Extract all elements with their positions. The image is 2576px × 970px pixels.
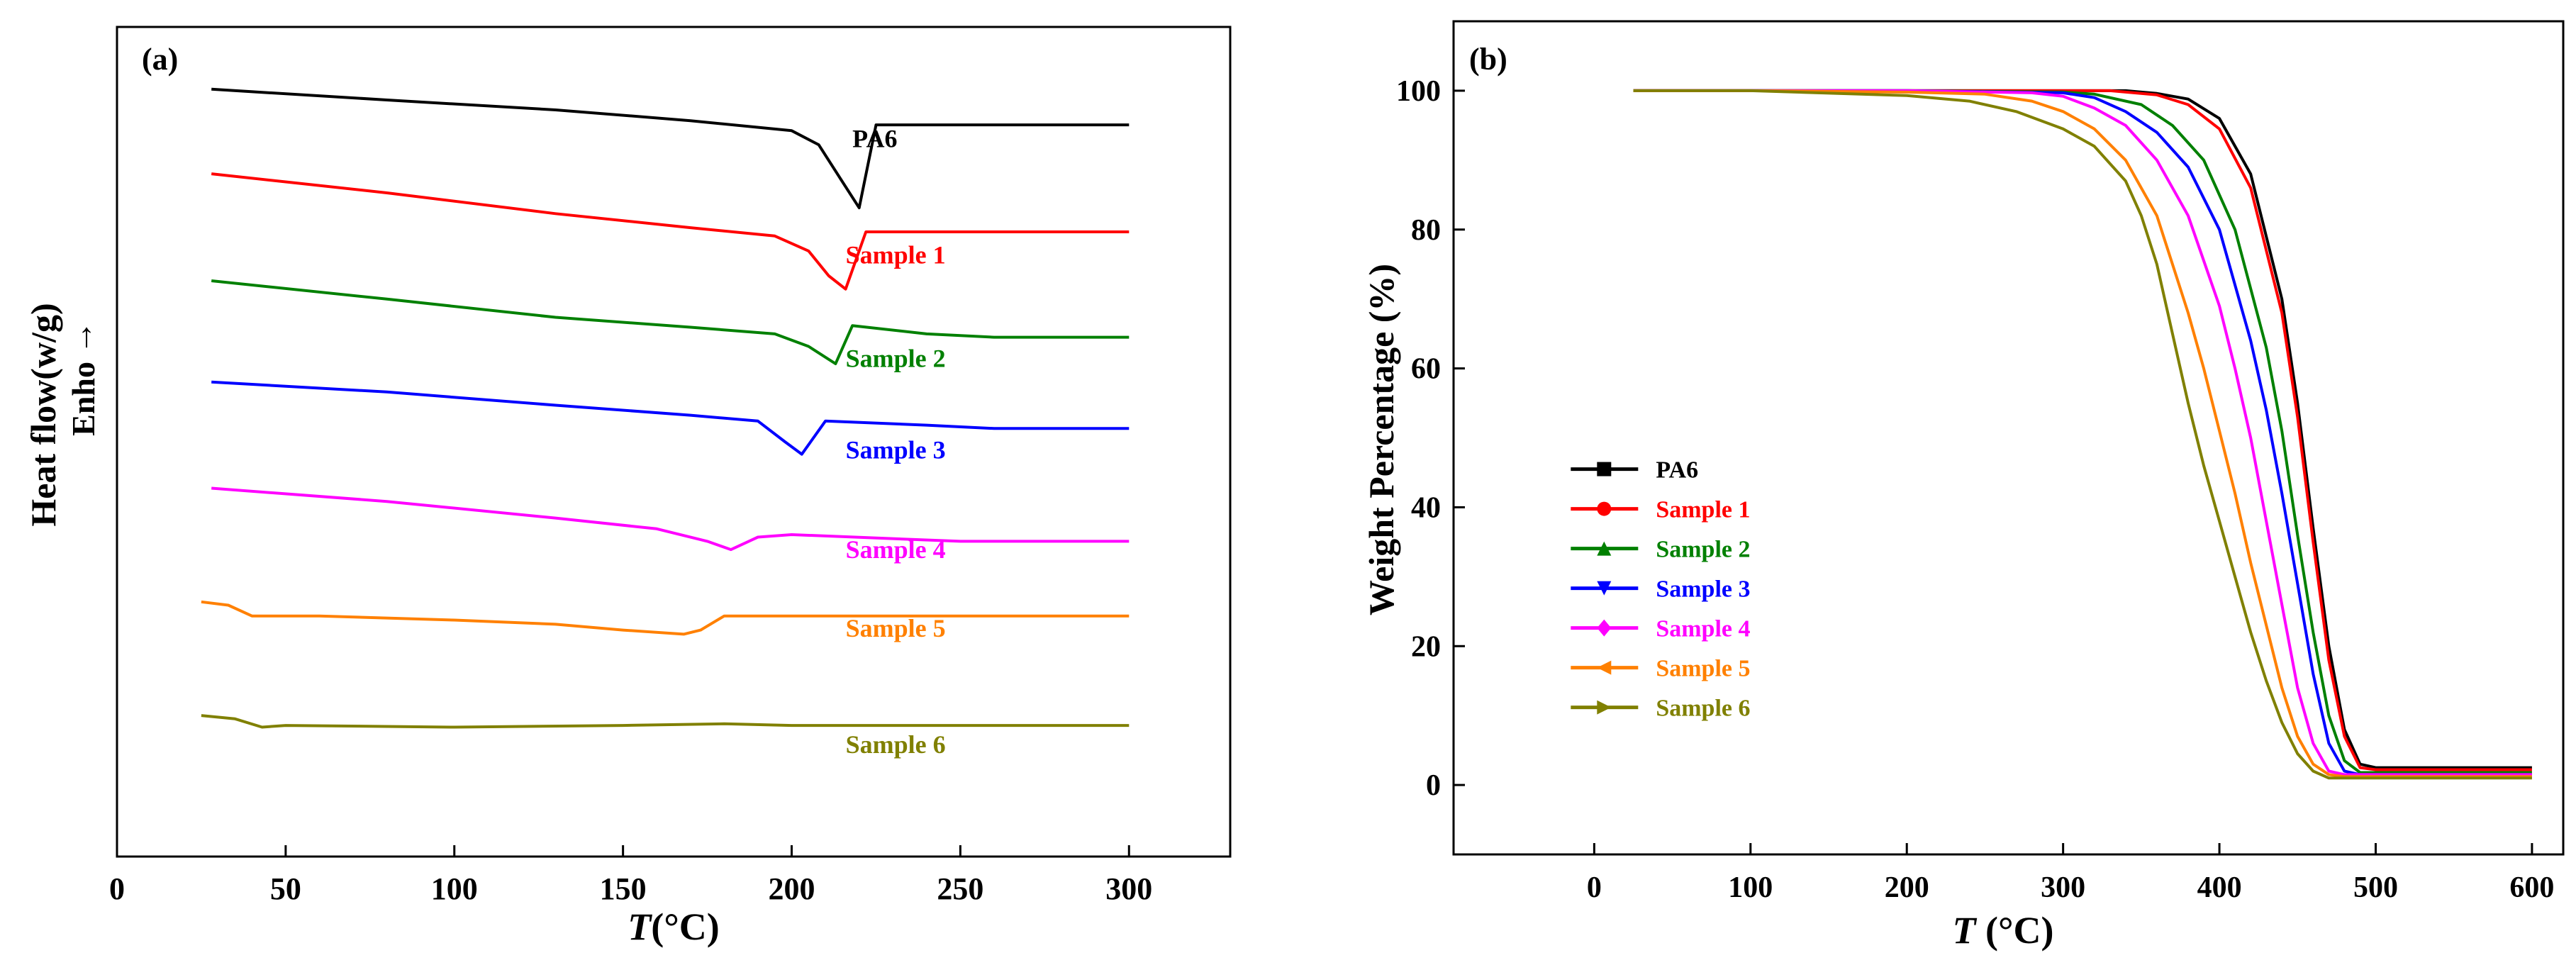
panel-b-x-tick-label: 0 bbox=[1587, 871, 1602, 904]
panel-a-x-tick-label: 50 bbox=[270, 871, 301, 906]
legend-label-sample-5: Sample 5 bbox=[1656, 656, 1750, 682]
panel-a-series-label-sample-4: Sample 4 bbox=[846, 535, 946, 564]
panel-a-series-label-sample-5: Sample 5 bbox=[846, 614, 946, 642]
panel-a-label: (a) bbox=[142, 42, 178, 77]
legend-label-pa6: PA6 bbox=[1656, 457, 1698, 484]
panel-a-line-sample-5 bbox=[201, 600, 1130, 636]
legend-marker-pa6 bbox=[1597, 462, 1612, 476]
panel-a-line-sample-6 bbox=[201, 714, 1130, 729]
panel-a-dsc: (a) 0 50 100 150 200 250 300 PA6 Sample 1 Sample… bbox=[23, 26, 1232, 948]
panel-a-y-axis-title-line2: Enho bbox=[65, 362, 101, 436]
panel-b-line-sample-2 bbox=[1633, 89, 2532, 774]
panel-b-x-tick-label: 300 bbox=[2041, 871, 2085, 904]
legend-marker-sample-5 bbox=[1597, 660, 1612, 675]
panel-b-x-tick-label: 500 bbox=[2353, 871, 2398, 904]
panel-a-y-axis-arrow: → bbox=[62, 320, 100, 355]
panel-b-frame bbox=[1452, 20, 2565, 856]
panel-b-y-tick-label: 0 bbox=[1426, 769, 1441, 802]
panel-b-x-axis-title-var: T bbox=[1952, 909, 1977, 952]
panel-b-y-ticks: 0 20 40 60 80 100 bbox=[1396, 75, 1465, 802]
legend-marker-sample-6 bbox=[1597, 700, 1612, 715]
panel-b-y-axis-title: Weight Percentage (%) bbox=[1361, 264, 1401, 615]
panel-b-series bbox=[1633, 89, 2532, 780]
panel-b-y-tick-label: 100 bbox=[1396, 75, 1441, 108]
legend-marker-sample-3 bbox=[1597, 581, 1612, 596]
panel-b-line-sample-1 bbox=[1633, 89, 2532, 771]
panel-b-x-axis-title-unit: (°C) bbox=[1975, 909, 2053, 952]
panel-b-line-sample-3 bbox=[1633, 89, 2532, 776]
panel-a-series: PA6 Sample 1 Sample 2 Sample 3 Sample 4 Sampl… bbox=[201, 87, 1130, 759]
panel-a-series-label-sample-6: Sample 6 bbox=[846, 730, 946, 759]
panel-a-line-sample-2 bbox=[211, 279, 1130, 365]
panel-a-y-axis-title-line1: Heat flow(w/g) bbox=[23, 303, 63, 526]
panel-b-y-tick-label: 40 bbox=[1411, 491, 1441, 524]
legend-label-sample-3: Sample 3 bbox=[1656, 576, 1750, 603]
panel-a-series-label-sample-1: Sample 1 bbox=[846, 240, 946, 269]
panel-a-line-sample-4 bbox=[211, 486, 1130, 552]
panel-a-x-axis-title: T(°C) bbox=[628, 905, 720, 948]
panel-a-x-ticks: 0 50 100 150 200 250 300 bbox=[109, 845, 1152, 906]
panel-b-x-tick-label: 400 bbox=[2197, 871, 2242, 904]
panel-b-label: (b) bbox=[1469, 42, 1507, 77]
panel-a-x-tick-label: 200 bbox=[769, 871, 815, 906]
panel-a-x-axis-title-unit: (°C) bbox=[651, 905, 720, 948]
panel-b-x-tick-label: 200 bbox=[1885, 871, 1929, 904]
panel-a-x-tick-label: 100 bbox=[431, 871, 478, 906]
panel-a-x-tick-label: 150 bbox=[600, 871, 647, 906]
legend-marker-sample-4 bbox=[1597, 619, 1612, 637]
legend-label-sample-6: Sample 6 bbox=[1656, 696, 1750, 722]
panel-b-y-tick-label: 60 bbox=[1411, 353, 1441, 386]
panel-a-series-label-sample-3: Sample 3 bbox=[846, 435, 946, 464]
panel-b-y-tick-label: 80 bbox=[1411, 214, 1441, 247]
panel-a-line-sample-3 bbox=[211, 380, 1130, 456]
panel-a-series-label-sample-2: Sample 2 bbox=[846, 345, 946, 373]
panel-a-x-tick-label: 300 bbox=[1105, 871, 1152, 906]
panel-a-x-tick-label: 250 bbox=[937, 871, 983, 906]
panel-a-y-axis-title: Heat flow(w/g) Enho → bbox=[23, 303, 101, 526]
panel-b-line-pa6 bbox=[1633, 89, 2532, 769]
panel-b-line-sample-5 bbox=[1633, 89, 2532, 779]
panel-a-frame bbox=[116, 26, 1232, 858]
panel-a-x-tick-label: 0 bbox=[109, 871, 125, 906]
legend-label-sample-2: Sample 2 bbox=[1656, 537, 1750, 563]
panel-b-legend: PA6 Sample 1 Sample 2 Sample 3 Sample 4 Sampl… bbox=[1571, 457, 1751, 722]
panel-b-line-sample-6 bbox=[1633, 89, 2532, 780]
panel-b-y-tick-label: 20 bbox=[1411, 630, 1441, 663]
panel-b-tga: (b) 0 100 200 300 400 500 600 0 20 40 60 80 100 PA6… bbox=[1361, 20, 2565, 952]
legend-marker-sample-2 bbox=[1597, 541, 1612, 556]
panel-a-line-pa6 bbox=[211, 87, 1130, 210]
legend-marker-sample-1 bbox=[1597, 501, 1612, 516]
panel-b-x-axis-title: T (°C) bbox=[1952, 909, 2053, 952]
panel-a-line-sample-1 bbox=[211, 172, 1130, 291]
panel-a-series-label-pa6: PA6 bbox=[852, 125, 897, 153]
panel-a-x-axis-title-var: T bbox=[628, 905, 652, 948]
panel-b-line-sample-4 bbox=[1633, 89, 2532, 776]
panel-b-x-ticks: 0 100 200 300 400 500 600 bbox=[1587, 843, 2554, 904]
legend-label-sample-1: Sample 1 bbox=[1656, 497, 1750, 523]
panel-b-x-tick-label: 100 bbox=[1728, 871, 1773, 904]
legend-label-sample-4: Sample 4 bbox=[1656, 616, 1750, 642]
panel-b-x-tick-label: 600 bbox=[2509, 871, 2554, 904]
